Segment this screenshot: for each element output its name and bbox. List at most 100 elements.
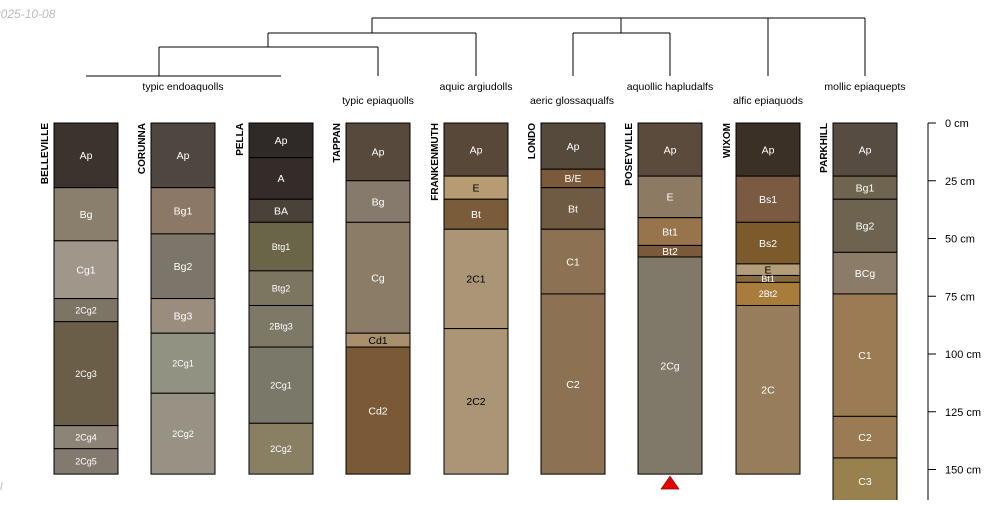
horizon-belleville-2cg3 — [53, 321, 119, 427]
horizon-label: BCg — [855, 268, 876, 280]
horizon-label: 2Cg2 — [172, 429, 194, 439]
horizon-label: Ap — [470, 144, 483, 156]
horizon-londo-c2 — [540, 293, 606, 475]
horizon-frankenmuth-2c2 — [443, 328, 509, 475]
depth-tick-label: 25 cm — [945, 176, 975, 188]
horizon-label: Btg2 — [272, 283, 291, 293]
horizon-wixom-ap — [735, 122, 801, 177]
horizon-poseyville-2cg — [637, 256, 703, 475]
horizon-parkhill-c2 — [832, 415, 898, 459]
profile-name-label: PARKHILL — [819, 123, 830, 173]
horizon-label: C3 — [858, 476, 872, 488]
horizon-label: Cg — [371, 273, 385, 285]
horizon-belleville-2cg5 — [53, 448, 119, 475]
depth-tick-label: 75 cm — [945, 291, 975, 303]
horizon-label: 2Bt2 — [759, 289, 778, 299]
horizon-label: Bg — [80, 209, 93, 221]
horizon-tappan-ap — [345, 122, 411, 182]
truncation-marker-icon — [660, 475, 680, 490]
horizon-pella-btg1 — [248, 221, 314, 272]
horizon-corunna-bg1 — [150, 187, 216, 235]
horizon-pella-a — [248, 157, 314, 200]
horizon-label: E — [764, 264, 771, 276]
horizon-pella-2btg3 — [248, 304, 314, 348]
horizon-parkhill-ap — [832, 122, 898, 177]
horizon-label: Bg3 — [174, 311, 193, 323]
horizon-label: 2Cg4 — [75, 432, 97, 442]
horizon-label: 2C2 — [466, 396, 485, 408]
horizon-label: Bt — [471, 209, 481, 221]
horizon-label: Bt — [568, 203, 578, 215]
horizon-label: Ap — [80, 150, 93, 162]
horizon-label: Btg1 — [272, 242, 291, 252]
depth-tick-label: 125 cm — [945, 407, 981, 419]
horizon-label: C2 — [566, 379, 580, 391]
depth-tick-label: 150 cm — [945, 465, 981, 477]
horizon-label: Bg2 — [174, 261, 193, 273]
horizon-label: Bt2 — [662, 246, 678, 258]
group-label-mollic-epiaquepts: mollic epiaquepts — [824, 81, 905, 93]
horizon-label: 2C1 — [466, 274, 485, 286]
horizon-label: Cd2 — [368, 405, 387, 417]
horizon-label: Ap — [762, 144, 775, 156]
group-label-typic-endoaquolls: typic endoaquolls — [142, 81, 223, 93]
horizon-label: Cd1 — [368, 335, 387, 347]
horizon-corunna-2cg2 — [150, 392, 216, 475]
horizon-label: C1 — [858, 350, 872, 362]
horizon-label: Bt1 — [662, 226, 678, 238]
horizon-pella-ap — [248, 122, 314, 159]
group-label-typic-epiaquolls: typic epiaquolls — [342, 95, 414, 107]
horizon-label: Bs1 — [759, 194, 777, 206]
depth-axis: 0 cm 25 cm 50 cm 75 cm 100 cm 125 cm 150 cm — [927, 118, 981, 505]
horizon-frankenmuth-ap — [443, 122, 509, 177]
horizon-label: Cg1 — [76, 264, 95, 276]
horizon-pella-2cg1 — [248, 346, 314, 424]
horizon-tappan-cd2 — [345, 346, 411, 475]
horizon-tappan-cg — [345, 221, 411, 334]
horizon-label: Ap — [859, 144, 872, 156]
horizon-label: Ap — [372, 147, 385, 159]
horizon-label: Ap — [664, 144, 677, 156]
horizon-wixom-2c — [735, 304, 801, 475]
horizon-label: 2Cg2 — [270, 444, 292, 454]
profile-corunna: Ap Bg1 Bg2 Bg3 2Cg1 2Cg2 CORUNNA — [137, 122, 216, 475]
horizon-label: 2Cg3 — [75, 369, 97, 379]
corner-mark: l — [0, 481, 3, 493]
horizon-label: B/E — [565, 173, 582, 185]
horizon-label: 2Btg3 — [269, 322, 293, 332]
horizon-parkhill-bcg — [832, 251, 898, 295]
profile-frankenmuth: Ap E Bt 2C1 2C2 FRANKENMUTH — [430, 122, 509, 475]
soil-profiles: Ap Bg Cg1 2Cg2 2Cg3 2Cg4 2Cg5 BELLEVILLE Ap Bg1 Bg… — [40, 122, 898, 505]
horizon-belleville-cg1 — [53, 240, 119, 300]
depth-tick-label: 50 cm — [945, 234, 975, 246]
horizon-label: 2Cg5 — [75, 457, 97, 467]
horizon-wixom-bs1 — [735, 175, 801, 223]
profile-name-label: PELLA — [235, 123, 246, 156]
profile-name-label: LONDO — [527, 123, 538, 159]
horizon-londo-bt — [540, 187, 606, 230]
profile-name-label: POSEYVILLE — [624, 123, 635, 186]
profile-name-label: CORUNNA — [137, 123, 148, 174]
horizon-parkhill-c1 — [832, 293, 898, 417]
horizon-label: Bt1 — [761, 274, 775, 284]
profile-belleville: Ap Bg Cg1 2Cg2 2Cg3 2Cg4 2Cg5 BELLEVILLE — [40, 122, 119, 475]
depth-tick-label: 100 cm — [945, 349, 981, 361]
horizon-pella-2cg2 — [248, 422, 314, 475]
group-label-aquic-argiudolls: aquic argiudolls — [440, 81, 513, 93]
horizon-label: E — [666, 192, 673, 204]
date-stamp: 2025-10-08 — [0, 7, 56, 21]
horizon-poseyville-e — [637, 175, 703, 219]
horizon-label: 2Cg — [660, 360, 679, 372]
taxonomic-group-labels: typic endoaquolls typic epiaquolls aquic… — [142, 81, 905, 107]
dendrogram — [86, 17, 866, 77]
profile-tappan: Ap Bg Cg Cd1 Cd2 TAPPAN — [332, 122, 411, 475]
profile-name-label: WIXOM — [722, 123, 733, 158]
horizon-corunna-bg2 — [150, 233, 216, 300]
profile-name-label: BELLEVILLE — [40, 123, 51, 184]
horizon-label: C1 — [566, 256, 580, 268]
horizon-londo-ap — [540, 122, 606, 170]
horizon-tappan-bg — [345, 180, 411, 223]
